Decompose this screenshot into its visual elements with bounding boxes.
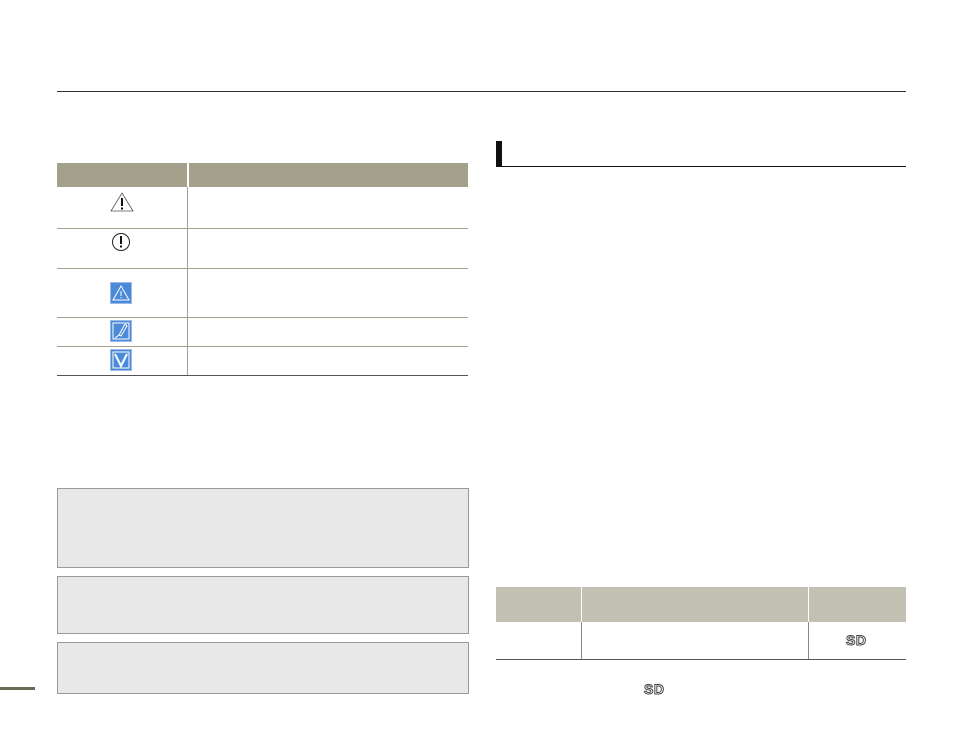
row-divider — [57, 346, 468, 347]
table-bottom-rule — [496, 659, 906, 660]
table-header — [496, 587, 906, 622]
warning-blue-icon — [110, 282, 132, 304]
section-heading-rule — [496, 166, 906, 167]
row-divider — [57, 317, 468, 318]
top-rule — [57, 91, 906, 92]
page-tab-marker — [0, 687, 35, 690]
column-divider — [808, 587, 809, 659]
checkmark-icon — [110, 349, 132, 371]
sd-card-badge: SD — [845, 632, 867, 649]
header-divider — [187, 163, 189, 187]
header-divider — [581, 587, 582, 622]
note-pencil-icon — [110, 320, 132, 342]
row-divider — [57, 268, 468, 269]
note-box — [57, 642, 469, 694]
table-header — [57, 163, 468, 187]
header-divider — [808, 587, 809, 622]
row-divider — [57, 228, 468, 229]
note-box — [57, 576, 469, 634]
warning-triangle-icon — [110, 192, 134, 212]
caution-circle-icon — [112, 233, 130, 251]
note-box — [57, 488, 469, 568]
column-divider — [581, 587, 582, 659]
column-divider — [187, 163, 188, 375]
sd-card-badge: SD — [643, 681, 665, 698]
section-heading-bar — [496, 141, 502, 166]
table-bottom-rule — [57, 375, 468, 376]
